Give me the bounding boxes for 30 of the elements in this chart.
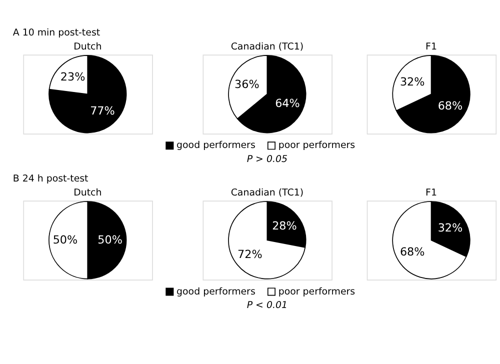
data-label: 23%	[60, 70, 86, 84]
chart-title: Dutch	[74, 41, 102, 52]
text: A 10 min post-test	[12, 28, 100, 39]
data-label: 32%	[438, 222, 463, 235]
data-label: 50%	[52, 234, 78, 247]
chart-title: F1	[426, 41, 437, 52]
data-label: 32%	[400, 76, 425, 89]
pie-slice	[392, 201, 467, 280]
data-label: 72%	[238, 248, 262, 261]
chart-title: Dutch	[74, 187, 102, 198]
legend-label: good performers	[176, 140, 256, 152]
legend-label: poor performers	[278, 140, 356, 152]
chart-title: F1	[426, 187, 437, 198]
chart-title: Canadian (TC1)	[230, 41, 304, 52]
pie-slice	[396, 55, 470, 134]
legend-label: good performers	[176, 286, 256, 298]
text: P > 0.05	[246, 154, 288, 165]
data-label: 68%	[400, 246, 425, 259]
text: P < 0.01	[246, 300, 288, 312]
pie-slice	[48, 55, 127, 134]
chart-title: Canadian (TC1)	[230, 187, 304, 198]
legend-label: poor performers	[278, 286, 356, 298]
text: B 24 h post-test	[12, 174, 89, 185]
data-label: 28%	[272, 219, 297, 232]
data-label: 36%	[234, 78, 260, 92]
data-label: 77%	[90, 104, 115, 118]
data-label: 64%	[275, 97, 300, 110]
data-label: 50%	[98, 234, 122, 247]
data-label: 68%	[438, 100, 463, 113]
pie-slice	[228, 201, 306, 280]
